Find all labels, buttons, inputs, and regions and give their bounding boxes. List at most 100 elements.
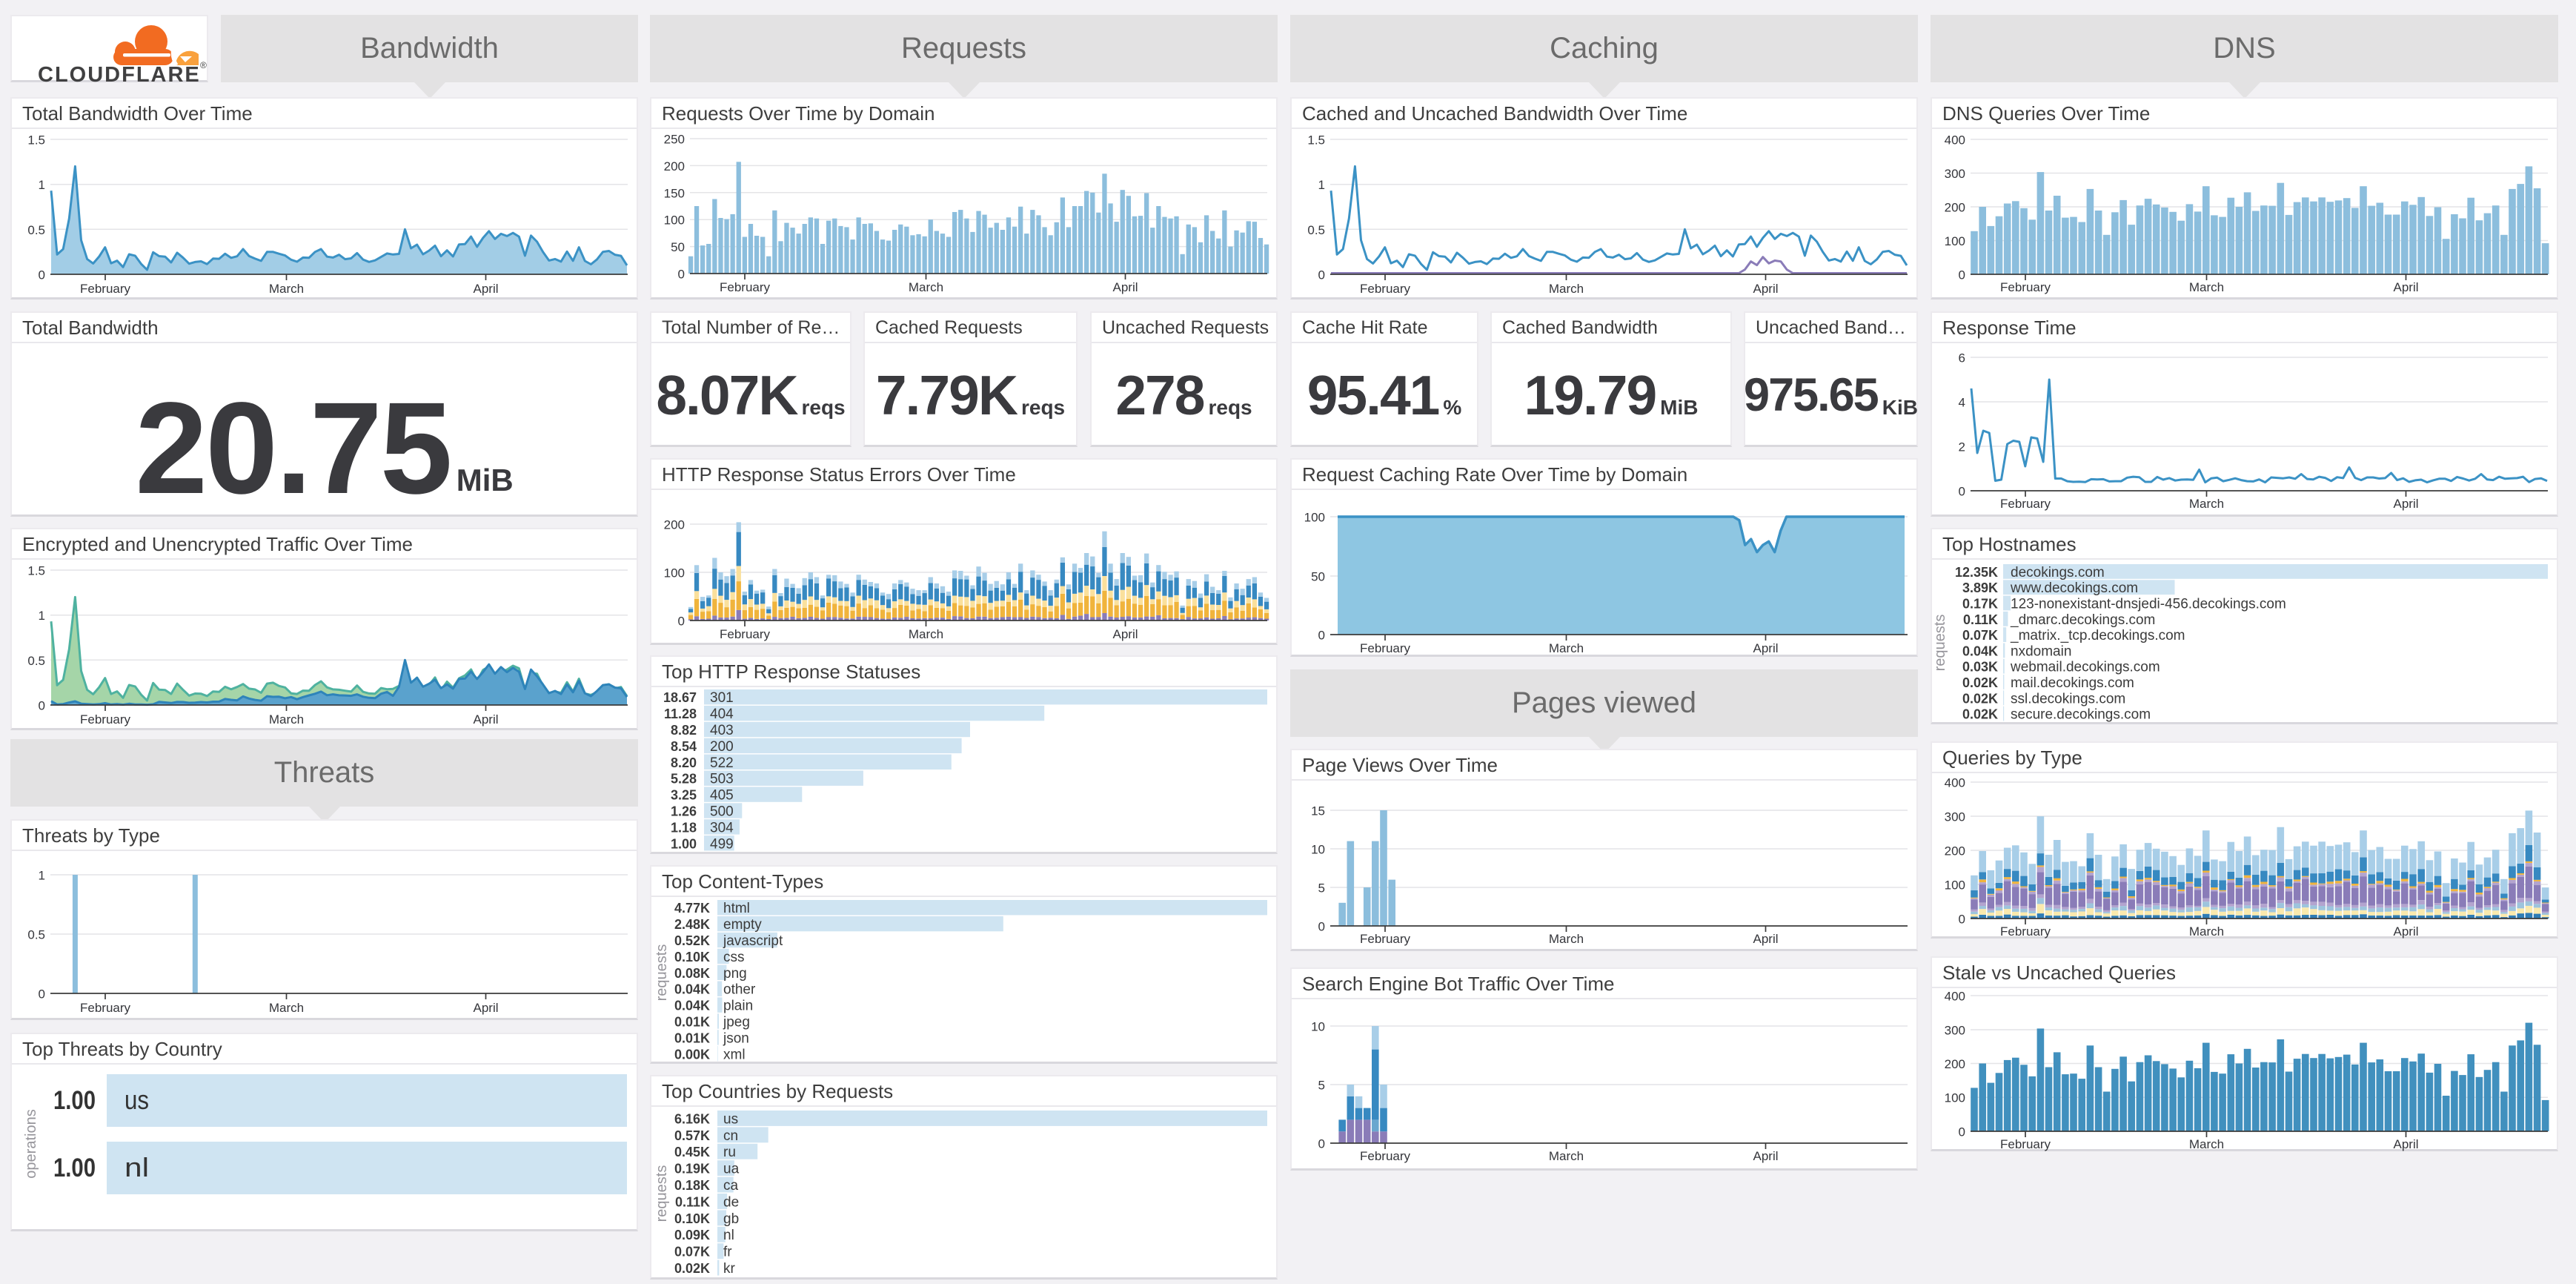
svg-text:1.00: 1.00 <box>671 836 697 851</box>
svg-text:February: February <box>2000 497 2051 511</box>
svg-text:secure.decokings.com: secure.decokings.com <box>2011 707 2151 723</box>
svg-text:0.11K: 0.11K <box>675 1194 710 1209</box>
svg-text:400: 400 <box>1945 133 1965 148</box>
svg-text:15: 15 <box>1311 804 1325 818</box>
svg-text:200: 200 <box>664 518 685 532</box>
svg-text:300: 300 <box>1945 810 1965 824</box>
svg-text:February: February <box>2000 280 2051 294</box>
svg-text:March: March <box>1549 932 1584 946</box>
svg-text:4.77K: 4.77K <box>674 901 710 916</box>
svg-text:0.02K: 0.02K <box>1962 675 1998 690</box>
svg-text:0: 0 <box>1959 485 1965 499</box>
svg-text:February: February <box>720 280 771 294</box>
svg-text:499: 499 <box>710 836 734 852</box>
svg-text:200: 200 <box>1945 201 1965 215</box>
svg-text:de: de <box>723 1194 739 1210</box>
svg-text:February: February <box>1360 1149 1411 1163</box>
svg-text:March: March <box>269 282 304 296</box>
svg-text:123-nonexistant-dnsjedi-456.de: 123-nonexistant-dnsjedi-456.decokings.co… <box>2011 597 2286 612</box>
svg-text:0.08K: 0.08K <box>674 966 710 981</box>
svg-text:March: March <box>909 627 943 641</box>
svg-text:February: February <box>1360 932 1411 946</box>
svg-text:February: February <box>80 712 131 727</box>
svg-text:2.48K: 2.48K <box>674 917 710 932</box>
svg-text:March: March <box>269 1001 304 1015</box>
svg-text:CLOUDFLARE: CLOUDFLARE <box>38 63 201 84</box>
svg-text:0: 0 <box>678 268 685 282</box>
svg-text:0.52K: 0.52K <box>674 933 710 948</box>
svg-text:other: other <box>723 982 756 998</box>
svg-text:503: 503 <box>710 772 734 787</box>
svg-text:0.17K: 0.17K <box>1962 597 1998 612</box>
svg-text:ssl.decokings.com: ssl.decokings.com <box>2011 691 2125 706</box>
svg-text:0: 0 <box>1318 629 1325 643</box>
svg-text:json: json <box>723 1030 749 1046</box>
svg-text:11.28: 11.28 <box>664 706 697 721</box>
svg-text:1: 1 <box>39 869 45 883</box>
svg-text:0.02K: 0.02K <box>674 1261 710 1276</box>
svg-text:8.20: 8.20 <box>671 755 697 770</box>
svg-text:0: 0 <box>1959 268 1965 282</box>
svg-text:February: February <box>2000 1137 2051 1151</box>
svg-text:html: html <box>723 901 750 916</box>
svg-text:5: 5 <box>1318 1079 1325 1093</box>
svg-text:500: 500 <box>710 804 734 820</box>
svg-text:1.18: 1.18 <box>671 820 697 835</box>
svg-text:10: 10 <box>1311 1020 1325 1034</box>
svg-text:400: 400 <box>1945 776 1965 790</box>
svg-text:8.82: 8.82 <box>671 723 697 738</box>
svg-text:ru: ru <box>723 1145 736 1160</box>
svg-text:March: March <box>1549 641 1584 655</box>
svg-text:®: ® <box>200 60 207 70</box>
svg-text:0.03K: 0.03K <box>1962 660 1998 675</box>
svg-text:_dmarc.decokings.com: _dmarc.decokings.com <box>2010 612 2155 628</box>
svg-text:_matrix._tcp.decokings.com: _matrix._tcp.decokings.com <box>2010 628 2185 643</box>
svg-text:300: 300 <box>1945 1024 1965 1038</box>
svg-text:6.16K: 6.16K <box>674 1111 710 1126</box>
svg-text:operations: operations <box>23 1109 39 1178</box>
svg-text:0.5: 0.5 <box>1307 223 1325 237</box>
svg-text:nl: nl <box>125 1152 149 1182</box>
svg-text:301: 301 <box>710 690 734 706</box>
svg-text:1: 1 <box>39 178 45 192</box>
svg-text:0.07K: 0.07K <box>674 1245 710 1260</box>
svg-text:us: us <box>723 1111 738 1127</box>
svg-text:April: April <box>1753 932 1778 946</box>
svg-text:us: us <box>125 1085 149 1115</box>
svg-text:gb: gb <box>723 1211 739 1227</box>
svg-text:0.45K: 0.45K <box>674 1145 710 1159</box>
svg-text:0.01K: 0.01K <box>674 1015 710 1030</box>
svg-text:requests: requests <box>1932 615 1948 672</box>
svg-text:0: 0 <box>1318 1137 1325 1151</box>
svg-text:300: 300 <box>1945 167 1965 181</box>
svg-text:February: February <box>2000 924 2051 939</box>
svg-text:April: April <box>473 282 498 296</box>
svg-text:0.02K: 0.02K <box>1962 707 1998 722</box>
svg-text:0.00K: 0.00K <box>674 1047 710 1062</box>
svg-text:0.10K: 0.10K <box>674 950 710 964</box>
svg-text:18.67: 18.67 <box>663 690 697 705</box>
svg-text:0.19K: 0.19K <box>674 1162 710 1177</box>
svg-text:0.07K: 0.07K <box>1962 628 1998 643</box>
svg-text:304: 304 <box>710 820 734 835</box>
svg-text:522: 522 <box>710 755 734 771</box>
svg-text:0.04K: 0.04K <box>1962 643 1998 658</box>
svg-text:200: 200 <box>1945 844 1965 858</box>
svg-text:kr: kr <box>723 1261 736 1277</box>
svg-text:css: css <box>723 950 745 965</box>
svg-text:4: 4 <box>1959 396 1965 410</box>
svg-text:xml: xml <box>723 1047 746 1062</box>
svg-text:requests: requests <box>654 1165 670 1222</box>
svg-text:February: February <box>1360 641 1411 655</box>
svg-text:0: 0 <box>39 699 45 713</box>
svg-text:403: 403 <box>710 723 734 738</box>
svg-text:www.decokings.com: www.decokings.com <box>2010 580 2138 596</box>
svg-text:100: 100 <box>1304 511 1325 525</box>
svg-text:March: March <box>1549 282 1584 296</box>
svg-text:ca: ca <box>723 1178 739 1194</box>
svg-text:0.02K: 0.02K <box>1962 691 1998 706</box>
svg-text:0: 0 <box>678 615 685 629</box>
svg-text:3.89K: 3.89K <box>1962 580 1998 595</box>
svg-text:5.28: 5.28 <box>671 772 697 787</box>
svg-text:April: April <box>1753 282 1778 296</box>
